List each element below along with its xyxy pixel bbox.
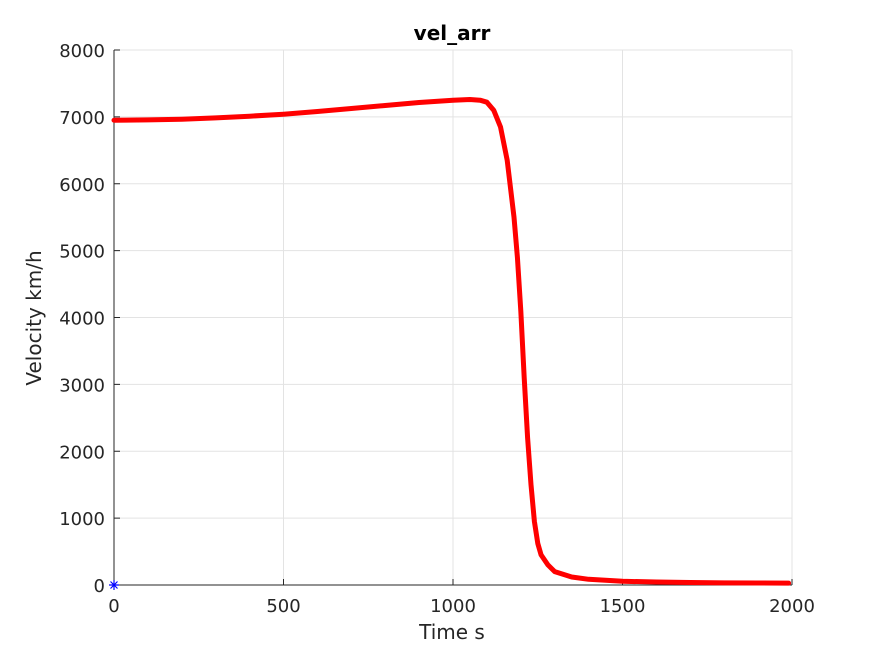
x-tick-label: 0 [108, 596, 119, 617]
x-tick-label: 1500 [600, 596, 646, 617]
y-tick-label: 6000 [59, 175, 105, 196]
y-tick-label: 1000 [59, 509, 105, 530]
x-tick-label: 2000 [769, 596, 815, 617]
velocity-line [111, 97, 792, 586]
y-tick-label: 0 [94, 576, 105, 597]
x-tick-label: 500 [266, 596, 300, 617]
y-tick-label: 8000 [59, 41, 105, 62]
y-tick-label: 4000 [59, 309, 105, 330]
y-tick-label: 2000 [59, 442, 105, 463]
x-tick-label: 1000 [430, 596, 476, 617]
plot-area: 0 500 1000 1500 2000 0 1000 2000 3000 4000 5000 600… [59, 41, 815, 617]
y-tick-label: 7000 [59, 108, 105, 129]
x-axis-title: Time s [418, 620, 485, 644]
y-tick-label: 5000 [59, 242, 105, 263]
y-tick-label: 3000 [59, 375, 105, 396]
start-point-marker [109, 580, 119, 590]
y-axis-title: Velocity km/h [22, 250, 46, 385]
chart-title: vel_arr [414, 21, 491, 45]
